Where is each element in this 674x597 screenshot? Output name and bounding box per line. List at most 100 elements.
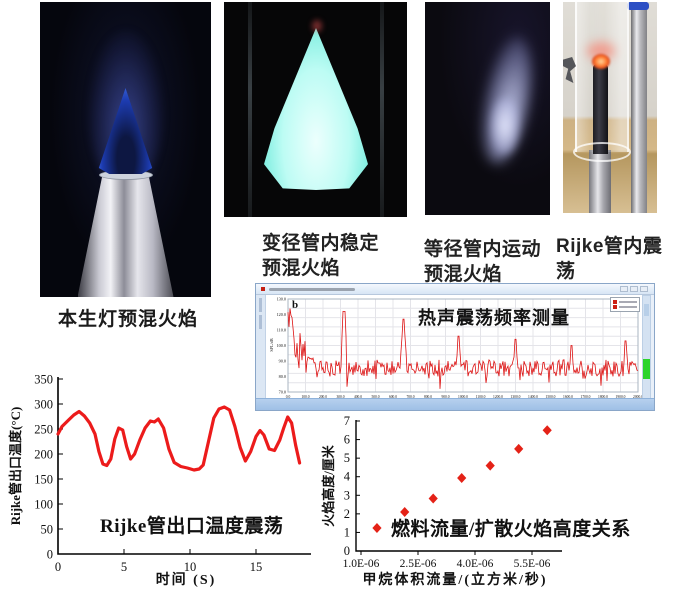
caption-line-1: 变径管内稳定 xyxy=(262,233,380,254)
scrollbar-thumb[interactable] xyxy=(644,304,649,316)
panel-label: b xyxy=(292,299,299,311)
spectrum-x-tick-label: 1400.0 xyxy=(528,395,538,399)
scatter-y-tick-label: 0 xyxy=(344,544,350,558)
spectrum-x-tick-label: 0.0 xyxy=(286,395,291,399)
spectrum-x-tick-label: 1800.0 xyxy=(598,395,608,399)
temp-x-axis-title: 时间 (S) xyxy=(156,571,217,588)
window-title-illegible xyxy=(269,287,355,291)
spectrum-x-tick-label: 900.0 xyxy=(441,395,449,399)
spectrum-trace xyxy=(287,308,639,389)
scatter-point xyxy=(457,473,467,484)
spectrum-plot-area: 130.0 120.0 110.0 100.0 90.0 80.0 70.0 0.0 100.0… xyxy=(266,295,643,400)
legend-entry xyxy=(613,300,637,304)
spectrum-x-tick-label: 700.0 xyxy=(406,395,414,399)
flame-tip-glow xyxy=(312,20,322,32)
scatter-point xyxy=(400,507,410,518)
scatter-y-tick-label: 3 xyxy=(344,488,350,502)
scatter-y-tick-label: 7 xyxy=(344,414,350,428)
scatter-y-tick-label: 5 xyxy=(344,451,350,465)
spectrum-svg: 130.0 120.0 110.0 100.0 90.0 80.0 70.00.0 100.0… xyxy=(269,297,643,400)
caption-line-2: 预混火焰 xyxy=(262,258,341,279)
spectrum-analyzer-window: 130.0 120.0 110.0 100.0 90.0 80.0 70.0 0.0 100.0… xyxy=(255,283,655,411)
green-indicator xyxy=(643,359,650,379)
spectrum-frame xyxy=(287,298,639,393)
spectrum-x-tick-label: 100.0 xyxy=(301,395,309,399)
spectrum-x-tick-label: 400.0 xyxy=(354,395,362,399)
temp-y-tick-label: 350 xyxy=(34,373,53,387)
legend-marker-icon xyxy=(613,305,617,309)
scatter-point xyxy=(485,460,495,471)
caption-line-2: 预混火焰 xyxy=(424,264,503,285)
legend-label-illegible xyxy=(619,301,637,303)
spectrum-y-tick-label: 120.0 xyxy=(277,312,286,317)
scatter-chart-annotation: 燃料流量/扩散火焰高度关系 xyxy=(391,517,631,540)
spectrum-y-axis-title: SPL/dB xyxy=(269,338,274,351)
temp-x-tick-label: 0 xyxy=(55,560,61,574)
cyan-flame-cone xyxy=(264,28,368,190)
scatter-point xyxy=(514,443,524,454)
spectrum-x-tick-label: 2000.0 xyxy=(633,395,642,399)
scatter-x-tick-label: 2.5E-06 xyxy=(400,558,437,570)
glass-tube-rim xyxy=(573,142,631,162)
blue-clamp xyxy=(627,2,649,10)
window-right-scrollbar[interactable] xyxy=(642,295,651,401)
spectrum-y-tick-label: 100.0 xyxy=(277,343,286,348)
spectrum-x-tick-label: 600.0 xyxy=(389,395,397,399)
scatter-point xyxy=(542,425,552,436)
rijke-tube-photo xyxy=(563,2,657,213)
glass-tube-edge xyxy=(380,2,384,217)
caption-tapered-tube: 变径管内稳定 预混火焰 xyxy=(262,231,379,281)
spectrum-y-tick-label: 110.0 xyxy=(277,328,286,333)
temp-y-tick-label: 250 xyxy=(34,423,53,437)
scatter-y-axis-title: 火焰高度/厘米 xyxy=(321,444,336,527)
temp-y-tick-label: 150 xyxy=(34,473,53,487)
spectrum-x-tick-label: 1200.0 xyxy=(493,395,503,399)
spectrum-x-tick-label: 200.0 xyxy=(319,395,327,399)
caption-uniform-tube: 等径管内运动 预混火焰 xyxy=(424,237,541,287)
temp-y-axis-title: Rijke管出口温度(°C) xyxy=(8,407,23,526)
temp-y-tick-label: 0 xyxy=(47,548,53,562)
spectrum-x-tick-label: 300.0 xyxy=(336,395,344,399)
glass-tube-edge xyxy=(248,2,252,217)
caption-bunsen-flame: 本生灯预混火焰 xyxy=(58,309,199,330)
scatter-point xyxy=(428,493,438,504)
window-left-toolbar xyxy=(256,295,266,401)
window-titlebar[interactable] xyxy=(256,284,654,295)
caption-line-1: 等径管内运动 xyxy=(424,239,542,260)
spectrum-y-tick-label: 90.0 xyxy=(279,359,286,364)
spectrum-x-tick-label: 1100.0 xyxy=(476,395,486,399)
uniform-tube-flame-photo xyxy=(425,2,550,215)
temp-y-tick-label: 50 xyxy=(41,523,54,537)
window-status-bar xyxy=(256,398,654,410)
annotation-diamond-marker xyxy=(372,522,382,533)
spectrum-y-tick-label: 80.0 xyxy=(279,374,286,379)
close-button[interactable] xyxy=(640,286,648,292)
scatter-y-tick-label: 6 xyxy=(344,433,350,447)
spectrum-y-tick-label: 130.0 xyxy=(277,297,286,302)
spectrum-y-tick-label: 70.0 xyxy=(279,390,286,395)
temperature-curve xyxy=(56,405,302,472)
maximize-button[interactable] xyxy=(630,286,638,292)
scatter-y-tick-label: 1 xyxy=(344,525,350,539)
metal-pole xyxy=(631,2,647,213)
spectrum-x-tick-label: 1000.0 xyxy=(458,395,468,399)
scatter-x-tick-label: 1.0E-06 xyxy=(343,558,380,570)
tapered-tube-flame-photo xyxy=(224,2,407,217)
spectrum-x-tick-label: 1700.0 xyxy=(581,395,591,399)
scatter-x-axis-title: 甲烷体积流量/(立方米/秒) xyxy=(362,571,547,588)
scatter-y-tick-label: 4 xyxy=(344,470,351,484)
window-controls[interactable] xyxy=(620,286,648,292)
burner-rod xyxy=(593,64,608,154)
ember-glow xyxy=(592,54,610,69)
scatter-x-tick-label: 4.0E-06 xyxy=(457,558,494,570)
minimize-button[interactable] xyxy=(620,286,628,292)
spectrum-x-tick-label: 1500.0 xyxy=(546,395,556,399)
temp-x-tick-label: 5 xyxy=(121,560,127,574)
scatter-y-tick-label: 2 xyxy=(344,507,350,521)
spectrum-legend xyxy=(610,297,640,312)
caption-line-1: Rijke管内震荡 xyxy=(556,236,663,282)
spectrum-x-tick-label: 500.0 xyxy=(371,395,379,399)
burner-tube xyxy=(77,175,174,297)
